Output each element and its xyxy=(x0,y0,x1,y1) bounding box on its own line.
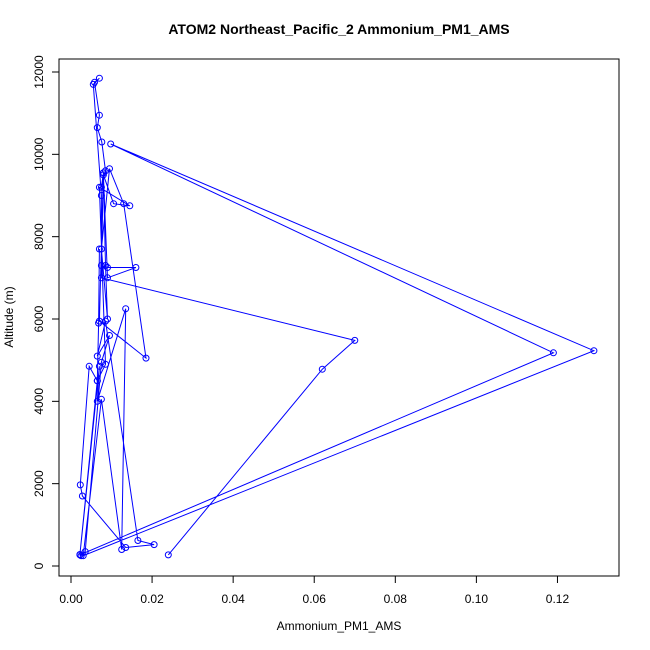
data-point xyxy=(590,347,598,355)
x-tick-label: 0.08 xyxy=(384,592,408,606)
y-axis: 0 2000 4000 6000 8000 10000 12000 xyxy=(32,55,60,569)
data-point xyxy=(104,274,111,282)
data-point xyxy=(79,552,87,560)
data-point xyxy=(98,138,106,146)
data-point xyxy=(95,245,103,253)
data-point xyxy=(134,537,142,544)
x-axis-label: Ammonium_PM1_AMS xyxy=(277,619,402,633)
data-point xyxy=(102,317,109,325)
data-point xyxy=(122,544,130,551)
data-point xyxy=(110,200,118,208)
data-point xyxy=(104,264,111,271)
y-tick-label: 0 xyxy=(32,562,46,569)
data-point xyxy=(106,332,113,339)
data-point xyxy=(122,305,130,313)
x-tick-label: 0.12 xyxy=(546,592,570,606)
y-tick-label: 10000 xyxy=(32,137,46,171)
data-point xyxy=(95,183,103,191)
data-point xyxy=(549,349,557,357)
data-point xyxy=(102,360,109,368)
plot-frame xyxy=(58,58,620,577)
data-point xyxy=(120,200,128,208)
data-point xyxy=(97,358,105,366)
y-tick-label: 12000 xyxy=(32,55,46,89)
data-point xyxy=(81,548,89,556)
data-point xyxy=(118,546,126,553)
data-point xyxy=(95,74,103,82)
data-point xyxy=(97,395,105,403)
data-point xyxy=(126,202,134,210)
data-point xyxy=(97,192,105,199)
chart-title: ATOM2 Northeast_Pacific_2 Ammonium_PM1_A… xyxy=(168,21,509,37)
y-tick-label: 8000 xyxy=(32,223,46,250)
data-point xyxy=(97,262,105,269)
x-tick-label: 0.00 xyxy=(59,592,83,606)
data-point xyxy=(102,262,109,269)
data-point xyxy=(164,551,172,559)
x-axis: 0.00 0.02 0.04 0.06 0.08 0.10 0.12 xyxy=(59,575,570,606)
data-point xyxy=(95,319,103,327)
series-group xyxy=(76,74,598,560)
x-tick-label: 0.02 xyxy=(140,592,164,606)
data-point xyxy=(99,169,107,177)
data-point xyxy=(76,551,84,558)
data-point xyxy=(150,541,158,549)
data-point xyxy=(85,362,93,370)
y-tick-label: 6000 xyxy=(32,305,46,332)
data-point xyxy=(93,352,101,360)
data-point xyxy=(95,111,103,119)
x-tick-label: 0.06 xyxy=(303,592,327,606)
data-point xyxy=(93,377,101,385)
data-point xyxy=(132,264,140,271)
y-tick-label: 2000 xyxy=(32,470,46,497)
data-point xyxy=(95,362,103,370)
data-point xyxy=(76,481,84,489)
series-line xyxy=(78,77,596,557)
x-tick-label: 0.04 xyxy=(221,592,245,606)
data-point xyxy=(97,183,105,191)
data-point xyxy=(102,167,109,175)
data-point xyxy=(104,315,111,323)
data-point xyxy=(77,552,85,560)
data-point xyxy=(142,354,150,362)
data-point xyxy=(93,124,101,132)
data-point xyxy=(351,336,359,344)
data-point xyxy=(93,397,101,405)
data-point xyxy=(91,78,98,86)
data-point xyxy=(97,245,105,253)
data-point xyxy=(107,140,115,148)
data-point xyxy=(99,171,107,179)
y-axis-label: Altitude (m) xyxy=(2,286,16,347)
data-point xyxy=(106,165,113,173)
data-point xyxy=(318,365,326,373)
x-tick-label: 0.10 xyxy=(465,592,489,606)
data-point xyxy=(78,492,86,500)
y-tick-label: 4000 xyxy=(32,388,46,415)
